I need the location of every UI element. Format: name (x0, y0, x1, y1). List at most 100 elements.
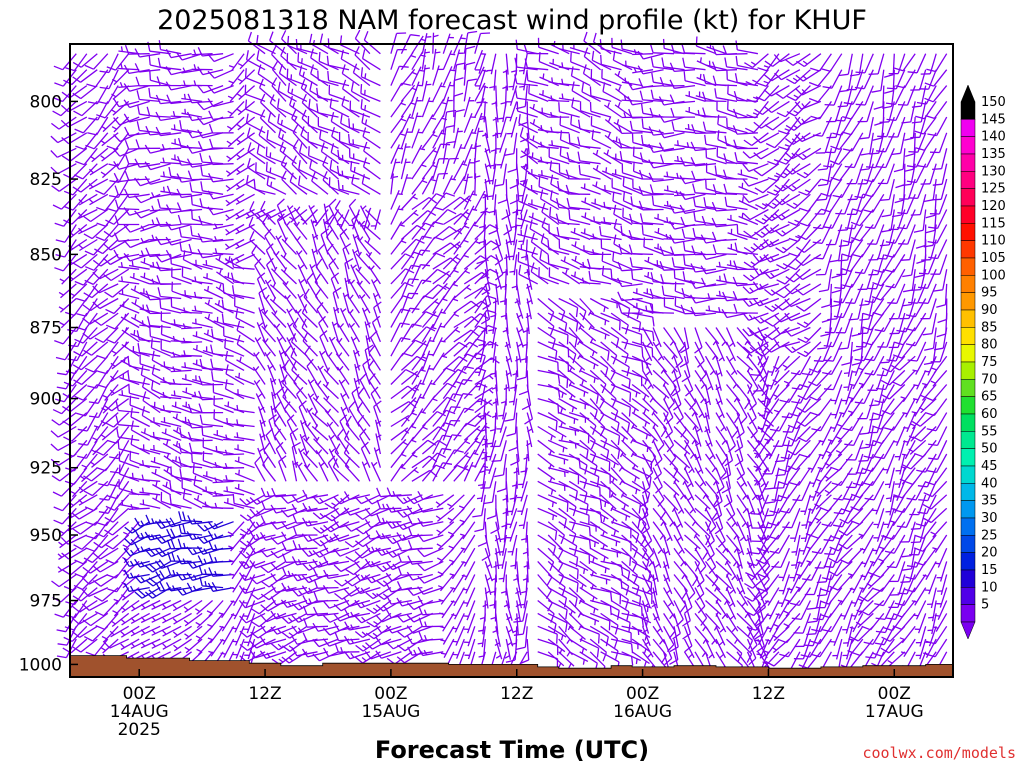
barb-flag (158, 534, 167, 543)
barb-half-flag (361, 657, 367, 662)
wind-barb (307, 131, 329, 149)
barb-flag (127, 370, 130, 381)
barb-staff (129, 459, 150, 469)
barb-half-flag (183, 350, 186, 356)
barb-half-flag (297, 574, 302, 580)
wind-barb (370, 330, 381, 357)
barb-staff (204, 302, 224, 314)
barb-half-flag (411, 71, 418, 76)
wind-barb (76, 398, 98, 417)
barb-flag (197, 555, 203, 565)
barb-flag (165, 204, 172, 214)
barb-half-flag (102, 394, 108, 399)
barb-staff (128, 379, 150, 386)
barb-staff (432, 352, 445, 371)
barb-half-flag (319, 512, 325, 518)
wind-barb (110, 453, 130, 474)
barb-staff (181, 519, 203, 523)
barb-half-flag (402, 441, 408, 446)
wind-barb (226, 116, 245, 133)
barb-staff (262, 464, 277, 482)
barb-flag (93, 595, 103, 602)
barb-half-flag (296, 236, 301, 241)
barb-half-flag (464, 225, 470, 229)
barb-half-flag (111, 109, 117, 114)
wind-barb (154, 559, 182, 570)
barb-half-flag (218, 255, 221, 261)
barb-staff (140, 625, 161, 636)
barb-staff (212, 252, 234, 256)
barb-half-flag (328, 351, 333, 357)
barb-staff (160, 365, 182, 372)
wind-barb (165, 48, 192, 59)
barb-half-flag (258, 322, 264, 327)
wind-barb (160, 361, 182, 372)
wind-barb (86, 521, 109, 540)
barb-flag (159, 570, 166, 579)
barb-staff (61, 193, 77, 210)
barb-flag (351, 174, 355, 184)
barb-half-flag (172, 618, 178, 623)
barb-flag (344, 540, 354, 548)
barb-half-flag (207, 285, 210, 292)
barb-half-flag (463, 254, 470, 258)
wind-barb (453, 77, 464, 102)
barb-staff (69, 85, 88, 99)
barb-staff (78, 494, 98, 506)
wind-barb (367, 359, 381, 385)
wind-barb (149, 261, 171, 270)
wind-barb (78, 193, 98, 206)
barb-half-flag (471, 208, 478, 211)
barb-half-flag (204, 580, 207, 587)
barb-staff (57, 163, 77, 175)
wind-barb (302, 489, 329, 500)
barb-half-flag (317, 449, 323, 455)
barb-half-flag (412, 454, 418, 458)
wind-barb (202, 471, 224, 482)
barb-staff (119, 304, 140, 314)
barb-staff (423, 547, 444, 558)
barb-flag (441, 448, 452, 451)
barb-half-flag (308, 535, 313, 541)
barb-flag (134, 158, 141, 168)
wind-barb (314, 380, 329, 399)
wind-barb (105, 298, 130, 315)
barb-flag (438, 172, 448, 175)
wind-barb (312, 568, 339, 578)
barb-half-flag (70, 490, 76, 495)
barb-flag (52, 204, 62, 210)
barb-staff (181, 97, 203, 103)
barb-flag (141, 377, 146, 388)
barb-half-flag (194, 608, 201, 613)
barb-half-flag (311, 264, 316, 269)
barb-staff (70, 384, 88, 399)
barb-half-flag (204, 501, 207, 507)
wind-barb (158, 40, 182, 55)
wind-barb (123, 99, 150, 109)
barb-flag (113, 117, 121, 126)
barb-staff (59, 467, 77, 482)
barb-flag (345, 568, 354, 576)
barb-staff (421, 97, 431, 118)
barb-staff (77, 327, 88, 347)
barb-flag (347, 134, 351, 144)
barb-staff (57, 425, 77, 438)
barb-half-flag (214, 556, 218, 563)
wind-barb (162, 481, 182, 496)
barb-flag (376, 579, 385, 587)
wind-barb (442, 253, 461, 270)
barb-half-flag (78, 198, 84, 204)
wind-barb (134, 529, 161, 539)
wind-barb (88, 101, 109, 121)
barb-flag (92, 271, 101, 280)
wind-barb (235, 193, 255, 205)
wind-barb (262, 456, 277, 482)
barb-staff (109, 638, 129, 649)
wind-barb (176, 555, 203, 565)
wind-barb (160, 340, 182, 357)
wind-barb (317, 365, 329, 385)
wind-barb (170, 297, 192, 314)
wind-barb (191, 209, 213, 226)
barb-flag (104, 529, 113, 536)
wind-barb (348, 148, 371, 165)
